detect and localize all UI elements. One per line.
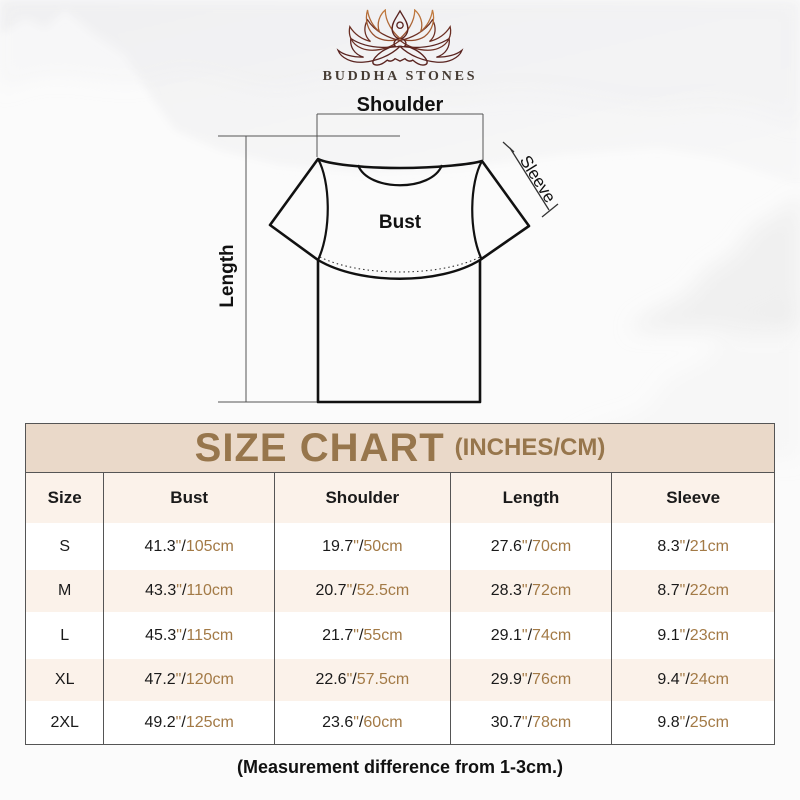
svg-text:Sleeve: Sleeve bbox=[516, 152, 560, 206]
svg-text:Bust: Bust bbox=[379, 212, 422, 233]
svg-text:Length: Length bbox=[217, 244, 238, 307]
svg-text:Shoulder: Shoulder bbox=[357, 94, 444, 116]
